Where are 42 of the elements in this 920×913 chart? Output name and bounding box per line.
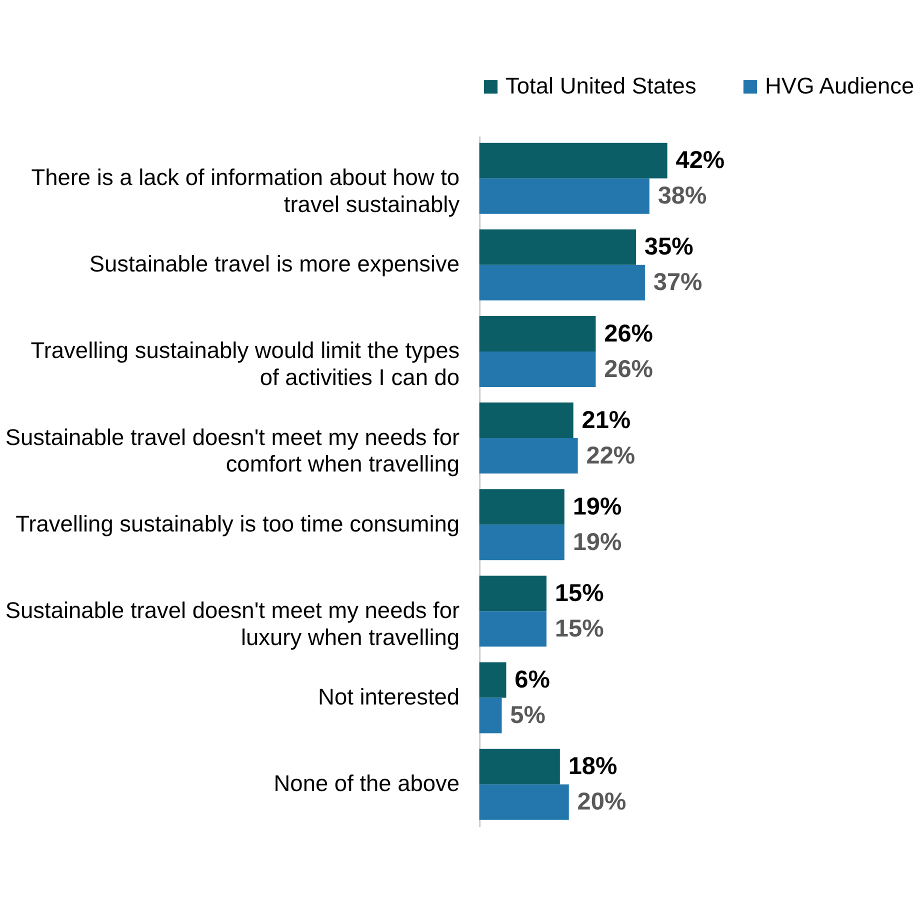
y-tick-label: Sustainable travel doesn't meet my needs for luxury when travelling [5, 596, 460, 650]
bar [479, 351, 596, 387]
bar [479, 611, 546, 647]
data-label: 42% [676, 147, 725, 174]
data-label: 19% [572, 528, 622, 556]
data-label: 15% [554, 580, 604, 608]
bar [479, 229, 636, 265]
bar [479, 698, 502, 734]
y-tick-label: None of the above [274, 770, 460, 796]
data-label: 35% [644, 234, 694, 261]
legend-label: HVG Audience [764, 72, 914, 99]
bar [479, 576, 546, 612]
y-tick-label: Sustainable travel doesn't meet my needs for comfort when travelling [5, 424, 460, 477]
y-tick-label: Travelling sustainably would limit the types of activities I can do [30, 337, 460, 390]
bar [479, 524, 564, 560]
bar [479, 264, 645, 300]
bar [479, 438, 578, 474]
bar [479, 748, 560, 784]
data-label: 38% [658, 182, 708, 210]
data-label: 21% [582, 406, 631, 434]
y-tick-label: Sustainable travel is more expensive [89, 250, 460, 277]
data-label: 37% [653, 269, 703, 296]
bar [479, 489, 564, 525]
data-label: 22% [586, 442, 636, 470]
data-label: 26% [604, 356, 654, 383]
data-label: 20% [577, 788, 626, 816]
data-label: 26% [604, 320, 654, 348]
data-label: 6% [514, 666, 550, 694]
bar [479, 178, 650, 214]
data-label: 18% [568, 753, 618, 780]
legend-label: Total United States [505, 72, 696, 99]
y-tick-label: There is a lack of information about how to travel sustainably [31, 164, 460, 218]
y-tick-label: Not interested [318, 684, 460, 710]
bar [479, 316, 596, 352]
bar [479, 784, 569, 820]
data-label: 15% [554, 616, 604, 643]
bar [479, 662, 506, 698]
y-tick-label: Travelling sustainably is too time consuming [16, 510, 460, 536]
data-label: 5% [510, 702, 546, 730]
data-label: 19% [572, 493, 622, 520]
bar [479, 142, 668, 178]
bar [479, 402, 574, 438]
